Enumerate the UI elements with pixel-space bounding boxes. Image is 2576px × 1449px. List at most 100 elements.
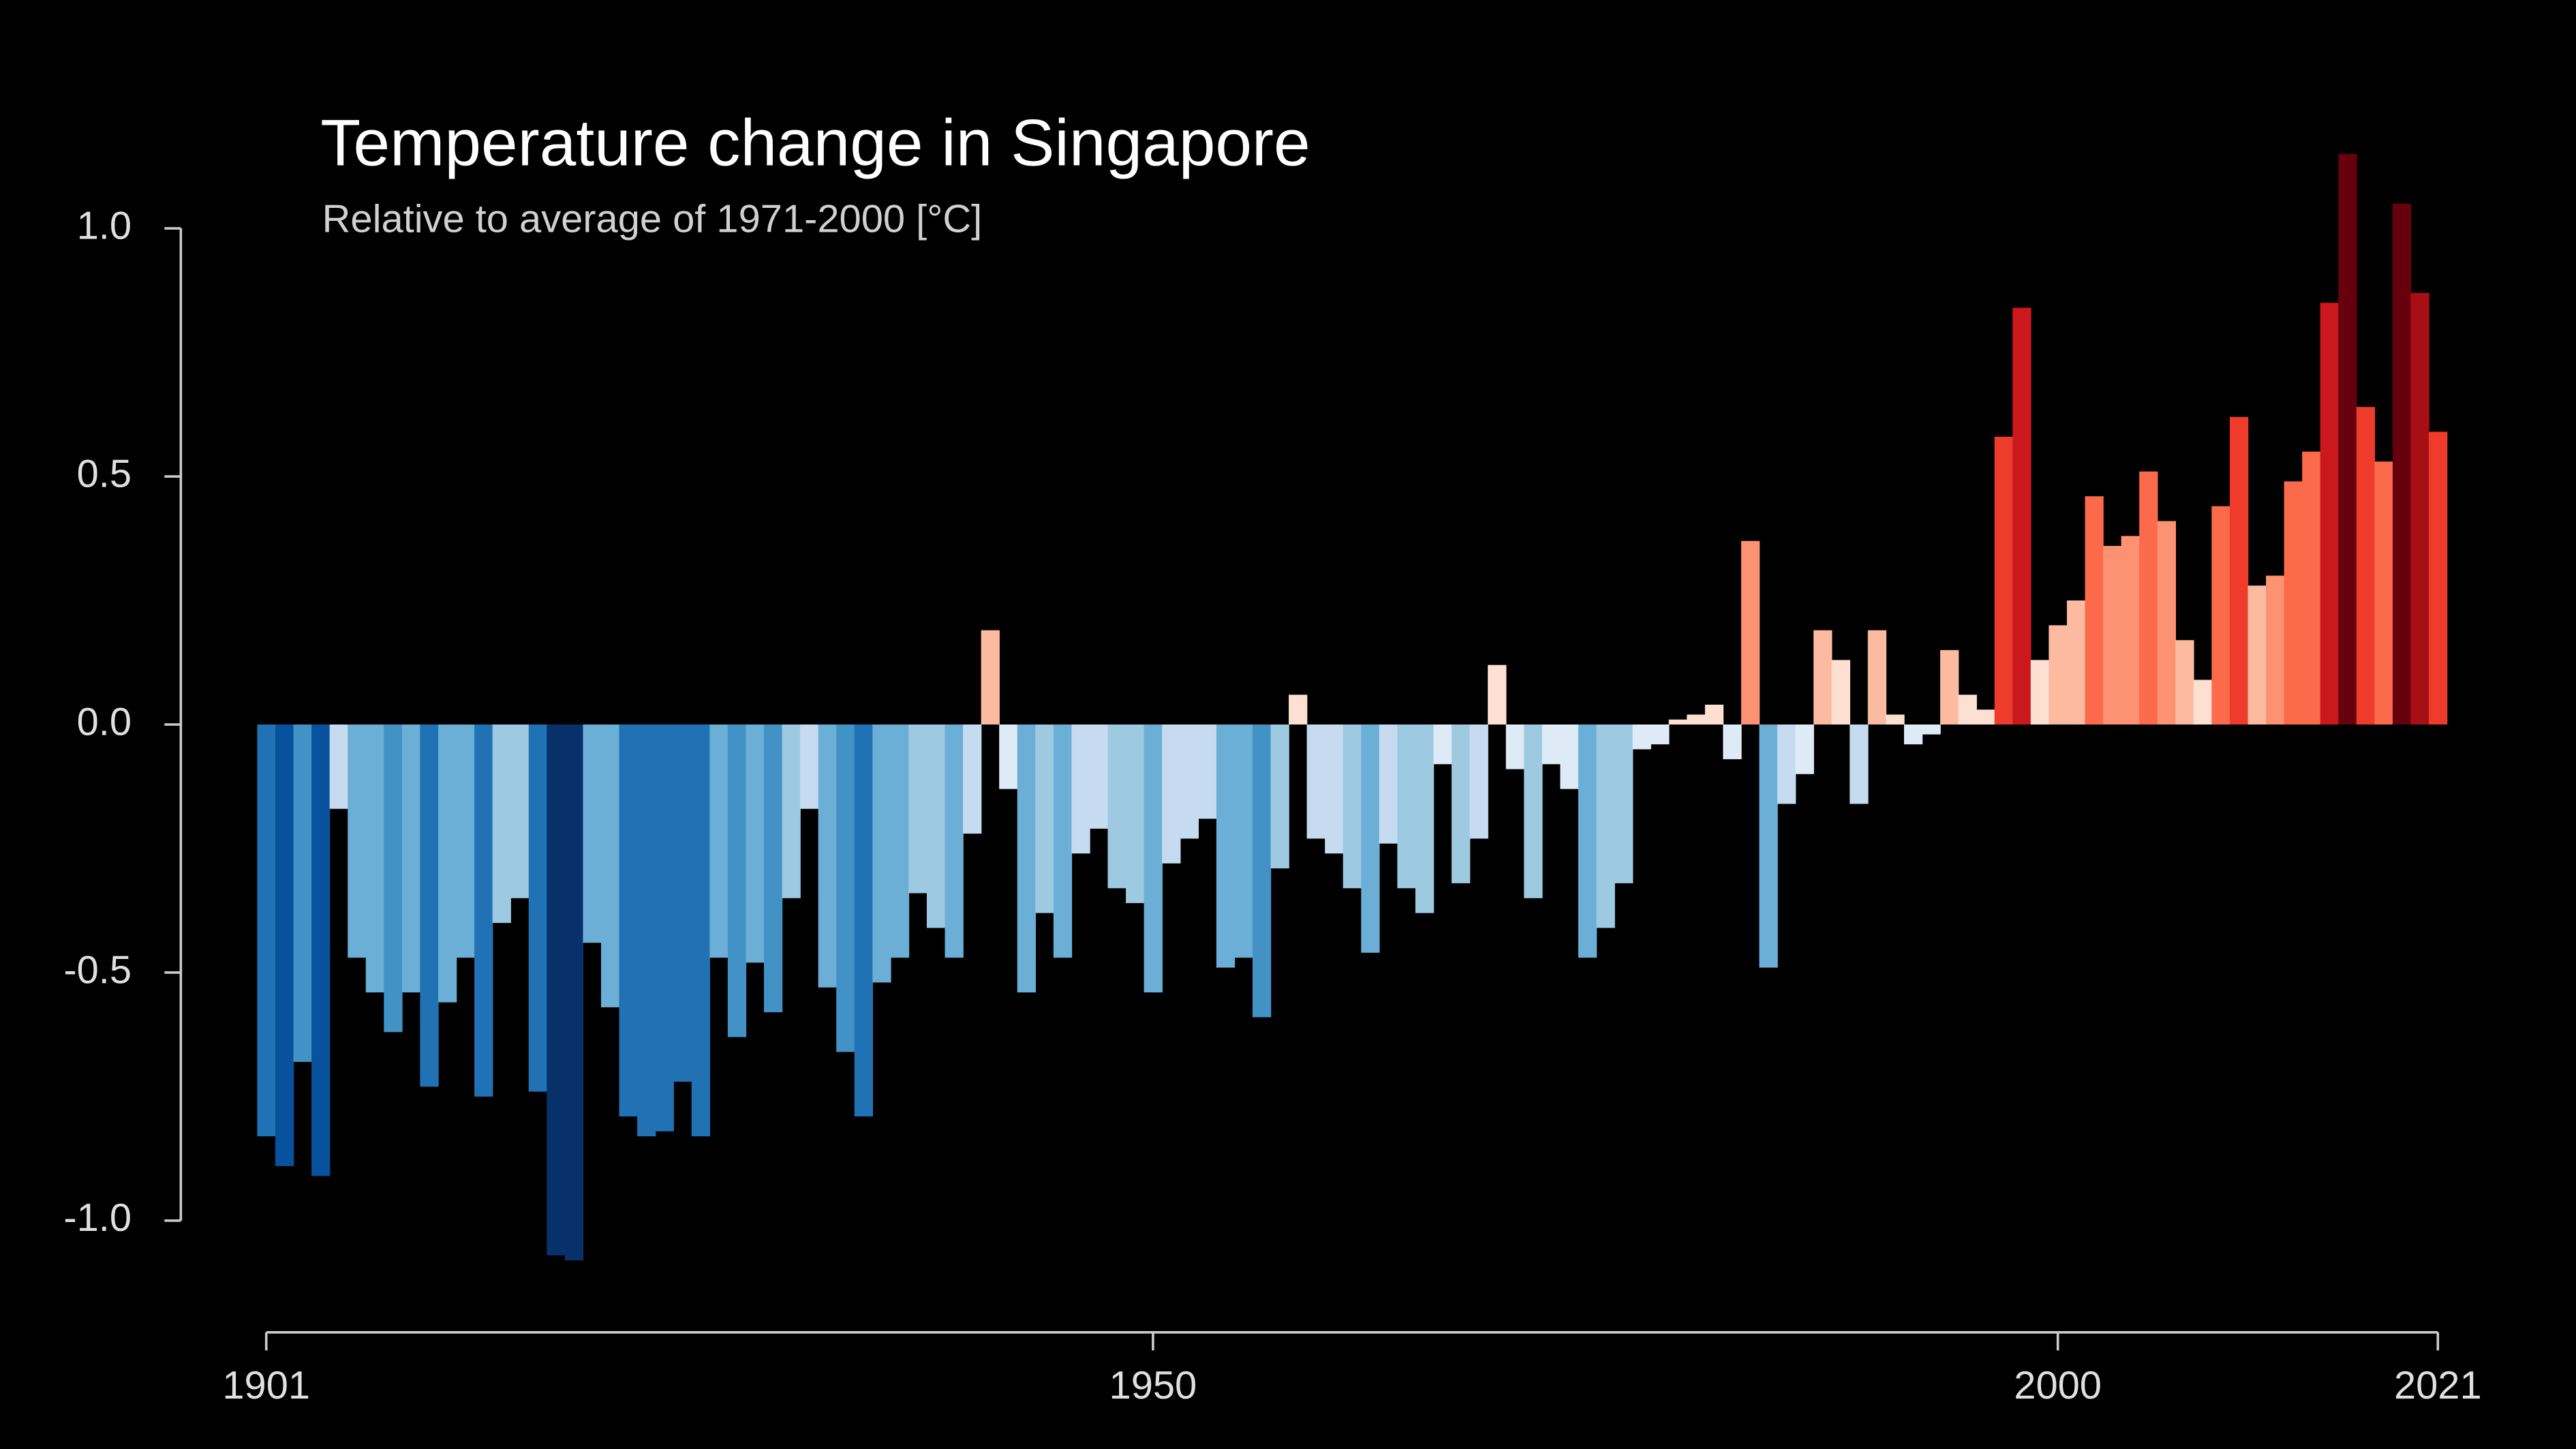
bar bbox=[492, 724, 511, 924]
bar bbox=[1668, 719, 1687, 724]
bar bbox=[1976, 710, 1995, 724]
bar bbox=[528, 724, 548, 1092]
bar bbox=[2284, 481, 2303, 724]
x-tick-label: 2021 bbox=[2394, 1364, 2482, 1407]
bar bbox=[1144, 724, 1163, 993]
bar bbox=[1306, 724, 1325, 839]
bar bbox=[2302, 451, 2321, 724]
bar bbox=[872, 724, 891, 983]
bar bbox=[1687, 714, 1706, 724]
bar bbox=[926, 724, 946, 928]
bar bbox=[1524, 724, 1543, 898]
bar bbox=[1361, 724, 1380, 953]
bar bbox=[1922, 724, 1941, 735]
bar bbox=[2157, 521, 2176, 724]
bar bbox=[293, 724, 312, 1063]
bar bbox=[2374, 461, 2393, 724]
bar bbox=[2429, 431, 2448, 724]
bar bbox=[365, 724, 385, 993]
bar bbox=[1107, 724, 1126, 889]
bar bbox=[1723, 724, 1742, 759]
bar bbox=[2211, 506, 2230, 724]
bar bbox=[999, 724, 1018, 789]
bar bbox=[1958, 695, 1977, 724]
bar bbox=[1415, 724, 1435, 913]
bar bbox=[836, 724, 855, 1052]
y-tick-label: 0.0 bbox=[77, 700, 132, 744]
bar bbox=[600, 724, 620, 1007]
bar bbox=[1379, 724, 1398, 844]
x-tick-label: 1901 bbox=[222, 1364, 310, 1407]
y-tick-label: 1.0 bbox=[77, 204, 132, 247]
bar bbox=[1614, 724, 1634, 883]
bar bbox=[564, 724, 584, 1261]
bar bbox=[1903, 724, 1923, 745]
chart-title: Temperature change in Singapore bbox=[320, 106, 1310, 179]
bar bbox=[818, 724, 837, 988]
bar bbox=[800, 724, 819, 809]
bar bbox=[1234, 724, 1253, 958]
bar bbox=[2229, 416, 2249, 724]
bar bbox=[691, 724, 711, 1137]
bar bbox=[2085, 496, 2104, 724]
bar bbox=[420, 724, 439, 1087]
bar bbox=[1759, 724, 1778, 968]
bar bbox=[2410, 292, 2429, 725]
bar bbox=[1216, 724, 1236, 968]
bar bbox=[1053, 724, 1073, 958]
bar bbox=[1994, 436, 2013, 724]
bar bbox=[547, 724, 566, 1255]
bar bbox=[348, 724, 367, 958]
bar bbox=[2248, 585, 2267, 724]
bar bbox=[1180, 724, 1199, 839]
bar bbox=[1343, 724, 1362, 889]
bar bbox=[438, 724, 457, 1003]
bar bbox=[1017, 724, 1037, 993]
bar bbox=[1560, 724, 1579, 789]
bar bbox=[963, 724, 982, 834]
bar bbox=[908, 724, 927, 894]
bar bbox=[1777, 724, 1796, 804]
bar bbox=[2066, 600, 2086, 724]
bar bbox=[1252, 724, 1272, 1018]
x-tick-label: 2000 bbox=[2014, 1364, 2102, 1407]
bar bbox=[2356, 407, 2376, 724]
bar bbox=[1469, 724, 1488, 839]
bar bbox=[746, 724, 765, 963]
bar bbox=[1632, 724, 1651, 750]
bar bbox=[2392, 203, 2412, 725]
y-tick-label: 0.5 bbox=[77, 452, 132, 495]
bar bbox=[782, 724, 801, 898]
bar bbox=[1433, 724, 1452, 765]
bar bbox=[2320, 303, 2339, 724]
bar bbox=[854, 724, 874, 1117]
bar bbox=[1850, 724, 1869, 804]
bar bbox=[2193, 680, 2213, 724]
bar bbox=[945, 724, 964, 958]
chart-subtitle: Relative to average of 1971-2000 [°C] bbox=[322, 198, 983, 241]
bar bbox=[1126, 724, 1145, 904]
bar bbox=[2121, 536, 2140, 724]
bar bbox=[456, 724, 475, 958]
bar bbox=[1596, 724, 1615, 928]
bar bbox=[2030, 660, 2050, 724]
bar bbox=[257, 724, 276, 1137]
bar bbox=[1162, 724, 1181, 864]
bar bbox=[1071, 724, 1090, 854]
bar bbox=[637, 724, 656, 1137]
bar bbox=[2175, 640, 2194, 724]
bar bbox=[1488, 665, 1507, 724]
bar bbox=[1452, 724, 1471, 883]
bar bbox=[1831, 660, 1850, 724]
bar bbox=[510, 724, 530, 898]
bar bbox=[1289, 695, 1308, 724]
bar bbox=[1198, 724, 1217, 819]
bar bbox=[474, 724, 493, 1097]
bar bbox=[1651, 724, 1670, 745]
bar bbox=[2139, 471, 2158, 724]
bar bbox=[1795, 724, 1814, 774]
bar bbox=[2012, 307, 2031, 724]
bar bbox=[1741, 540, 1760, 724]
bar bbox=[727, 724, 747, 1037]
